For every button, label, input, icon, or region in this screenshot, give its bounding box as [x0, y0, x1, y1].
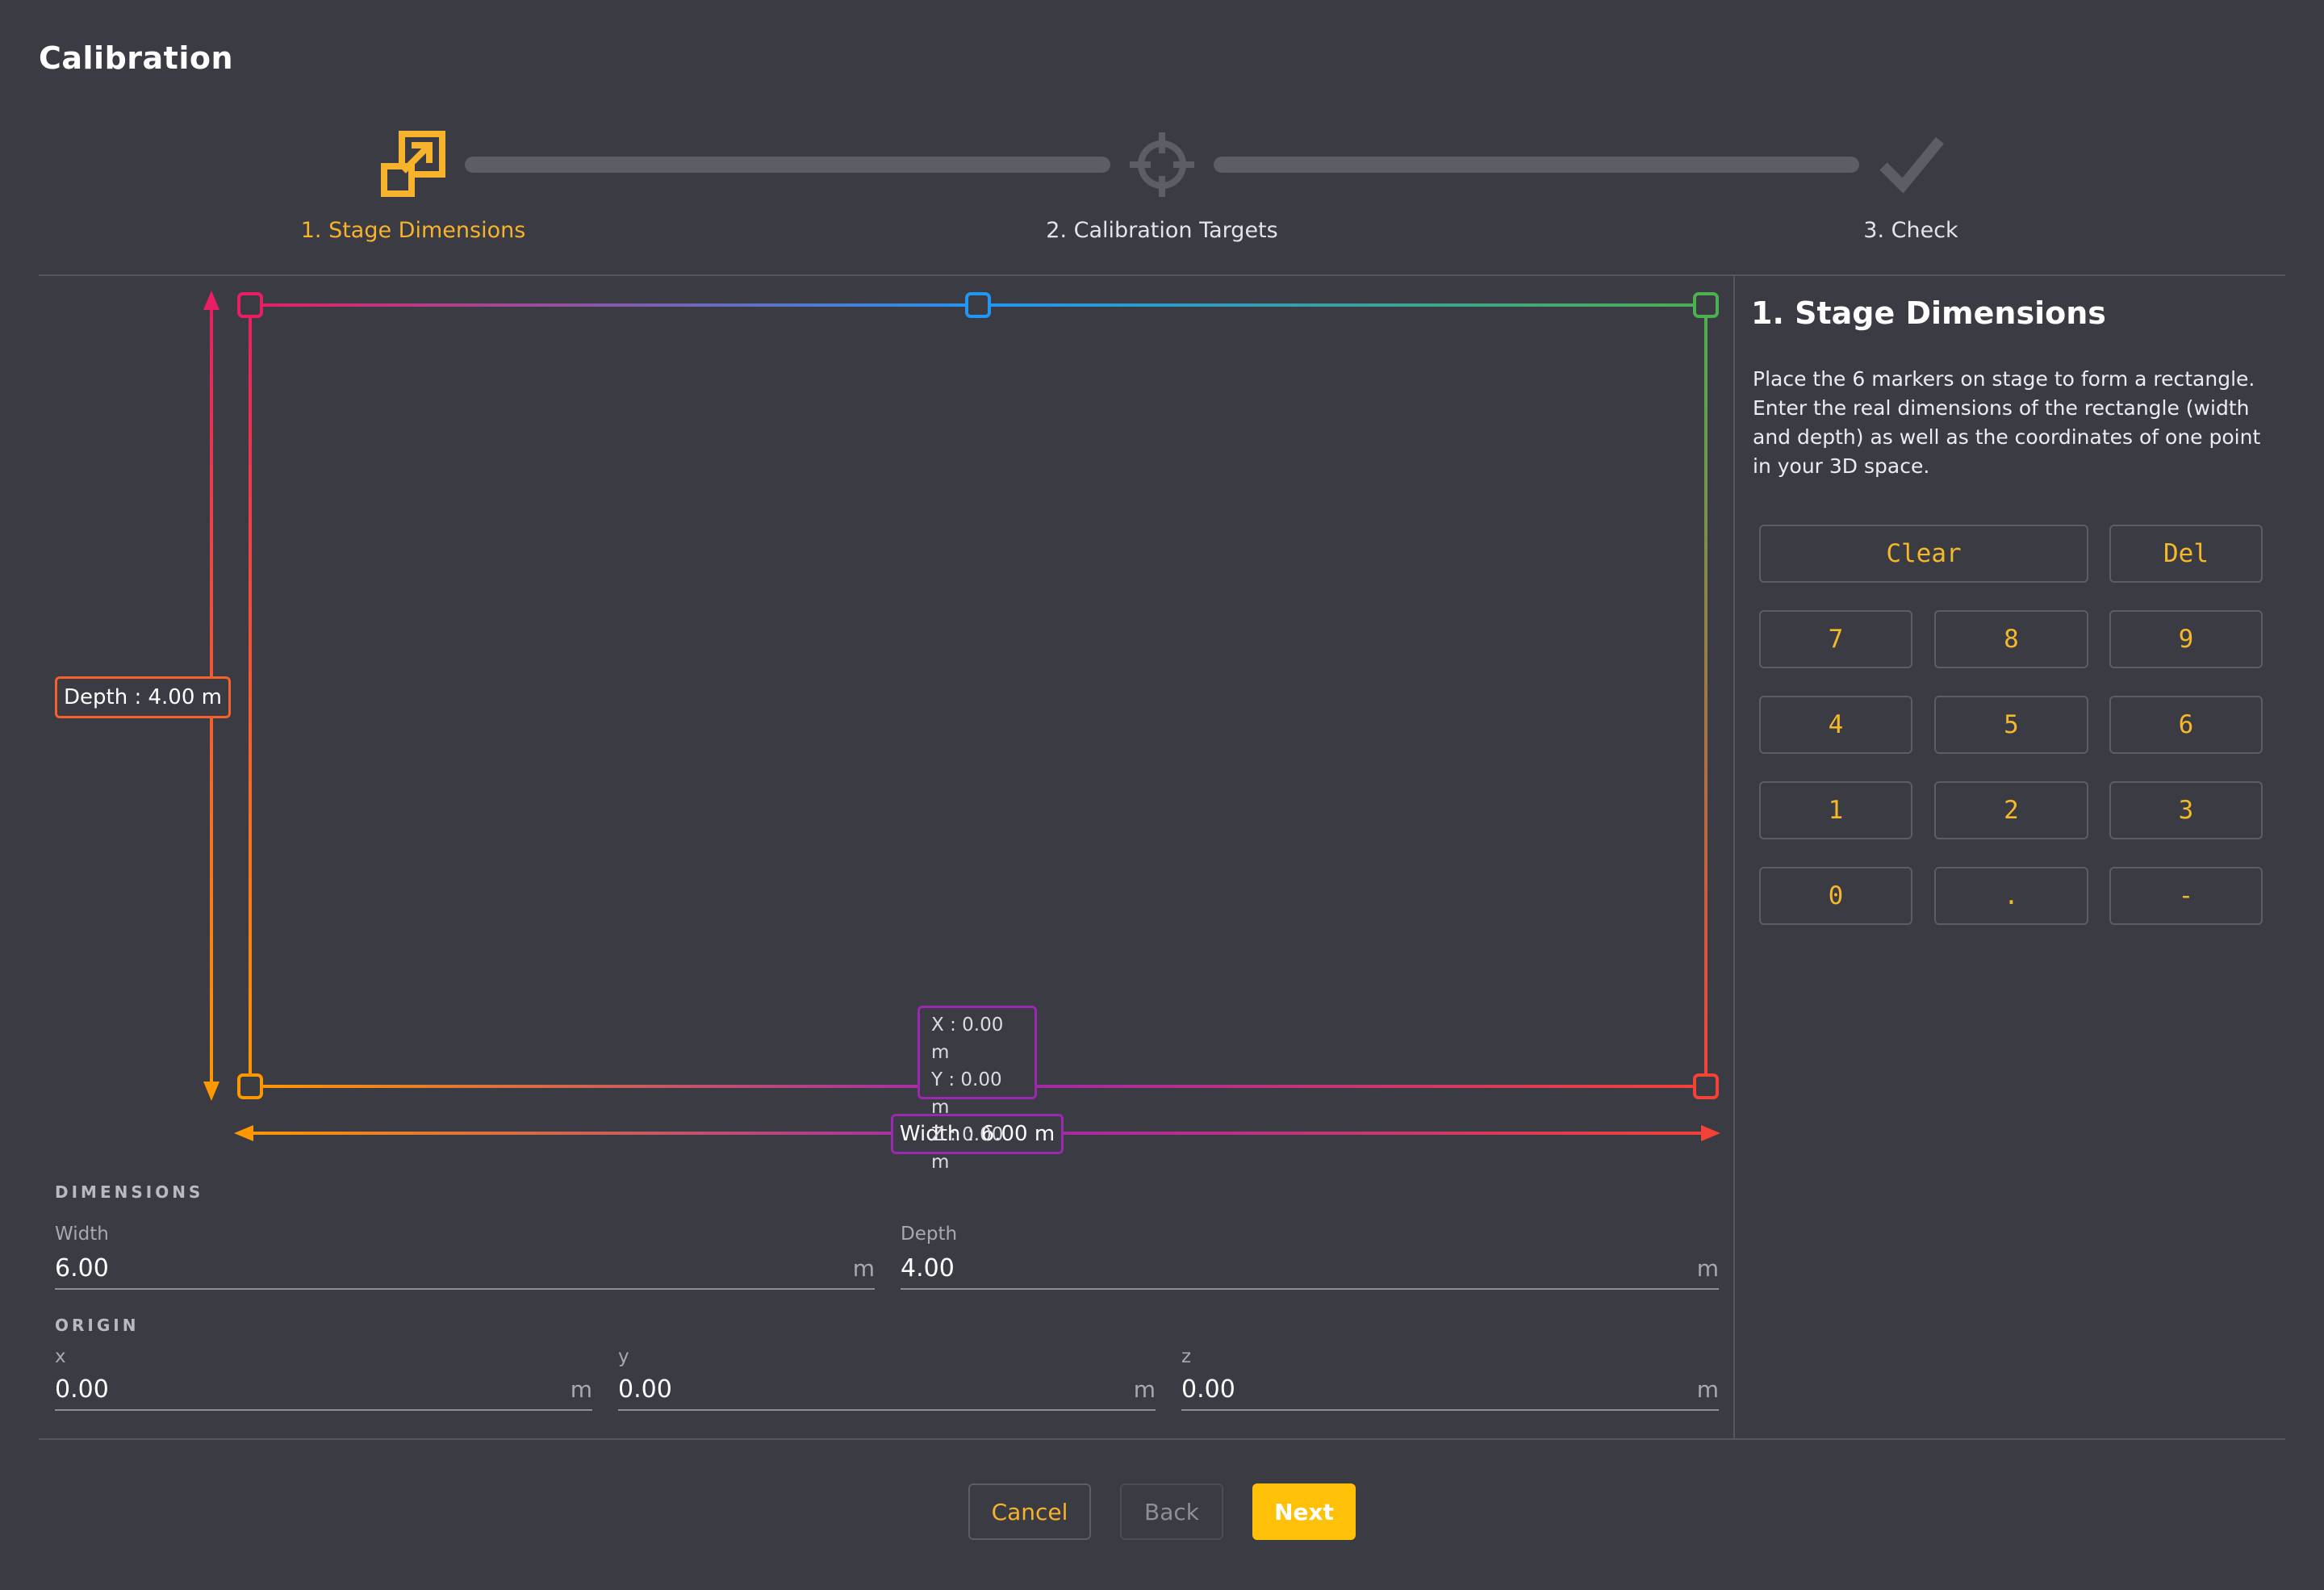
keypad-2-button[interactable]: 2	[1934, 781, 2088, 839]
origin-x-field: m	[55, 1369, 592, 1411]
origin-x-unit: m	[570, 1375, 592, 1403]
keypad-3-button[interactable]: 3	[2109, 781, 2263, 839]
origin-y-field: m	[618, 1369, 1156, 1411]
keypad-6-button[interactable]: 6	[2109, 696, 2263, 754]
width-label: Width : 6.00 m	[891, 1114, 1064, 1154]
depth-field-label: Depth	[901, 1224, 958, 1245]
origin-x-label: x	[55, 1346, 66, 1367]
marker-top-center[interactable]	[965, 292, 991, 318]
marker-top-left[interactable]	[237, 292, 263, 318]
origin-x-input[interactable]	[55, 1375, 571, 1404]
step-3-label[interactable]: 3. Check	[1863, 218, 1958, 243]
origin-heading: ORIGIN	[55, 1316, 140, 1335]
keypad-8-button[interactable]: 8	[1934, 610, 2088, 668]
crosshair-icon[interactable]	[1128, 131, 1196, 199]
footer-divider	[39, 1438, 2285, 1440]
page-title: Calibration	[39, 40, 234, 76]
keypad-minus-button[interactable]: -	[2109, 867, 2263, 925]
origin-z-readout: Z : 0.00 m	[931, 1124, 1004, 1173]
width-field-label: Width	[55, 1224, 109, 1245]
panel-divider	[1733, 276, 1735, 1438]
origin-z-unit: m	[1696, 1375, 1719, 1403]
width-arrow-head-left	[234, 1125, 253, 1141]
keypad-0-button[interactable]: 0	[1759, 867, 1912, 925]
origin-y-unit: m	[1133, 1375, 1156, 1403]
back-button[interactable]: Back	[1120, 1483, 1223, 1540]
origin-coordinates-label: X : 0.00 m Y : 0.00 m Z : 0.00 m	[917, 1006, 1037, 1173]
origin-x-readout: X : 0.00 m	[931, 1015, 1004, 1063]
depth-input[interactable]	[901, 1253, 1697, 1282]
keypad-4-button[interactable]: 4	[1759, 696, 1912, 754]
origin-y-input[interactable]	[618, 1375, 1134, 1404]
keypad-clear-button[interactable]: Clear	[1759, 525, 2088, 583]
step-connector-2	[1214, 157, 1859, 173]
next-button[interactable]: Next	[1252, 1483, 1356, 1540]
depth-label: Depth : 4.00 m	[55, 676, 231, 718]
header-divider	[39, 274, 2285, 276]
depth-arrow-head-top	[203, 291, 219, 310]
origin-y-readout: Y : 0.00 m	[931, 1069, 1002, 1118]
keypad-5-button[interactable]: 5	[1934, 696, 2088, 754]
cancel-button[interactable]: Cancel	[968, 1483, 1091, 1540]
resize-expand-icon[interactable]	[379, 131, 447, 199]
origin-z-input[interactable]	[1181, 1375, 1697, 1404]
keypad-1-button[interactable]: 1	[1759, 781, 1912, 839]
keypad-7-button[interactable]: 7	[1759, 610, 1912, 668]
keypad-delete-button[interactable]: Del	[2109, 525, 2263, 583]
dimensions-heading: DIMENSIONS	[55, 1182, 204, 1202]
origin-y-label: y	[618, 1346, 629, 1367]
step-1-label[interactable]: 1. Stage Dimensions	[300, 218, 526, 243]
marker-top-right[interactable]	[1693, 292, 1719, 318]
origin-z-label: z	[1181, 1346, 1192, 1367]
depth-field: m	[901, 1248, 1719, 1290]
step-connector-1	[465, 157, 1110, 173]
width-field: m	[55, 1248, 875, 1290]
width-arrow-head-right	[1701, 1125, 1720, 1141]
width-input[interactable]	[55, 1253, 853, 1282]
keypad-9-button[interactable]: 9	[2109, 610, 2263, 668]
depth-arrow-head-bottom	[203, 1082, 219, 1101]
marker-bottom-left[interactable]	[237, 1073, 263, 1099]
stepper: 1. Stage Dimensions 2. Calibration Targe…	[0, 0, 2324, 266]
step-2-label[interactable]: 2. Calibration Targets	[1046, 218, 1278, 243]
checkmark-icon[interactable]	[1877, 131, 1945, 199]
width-unit: m	[852, 1254, 875, 1282]
keypad-decimal-button[interactable]: .	[1934, 867, 2088, 925]
origin-z-field: m	[1181, 1369, 1719, 1411]
panel-title: 1. Stage Dimensions	[1751, 295, 2106, 331]
panel-description: Place the 6 markers on stage to form a r…	[1753, 367, 2261, 478]
marker-bottom-right[interactable]	[1693, 1073, 1719, 1099]
depth-unit: m	[1696, 1254, 1719, 1282]
